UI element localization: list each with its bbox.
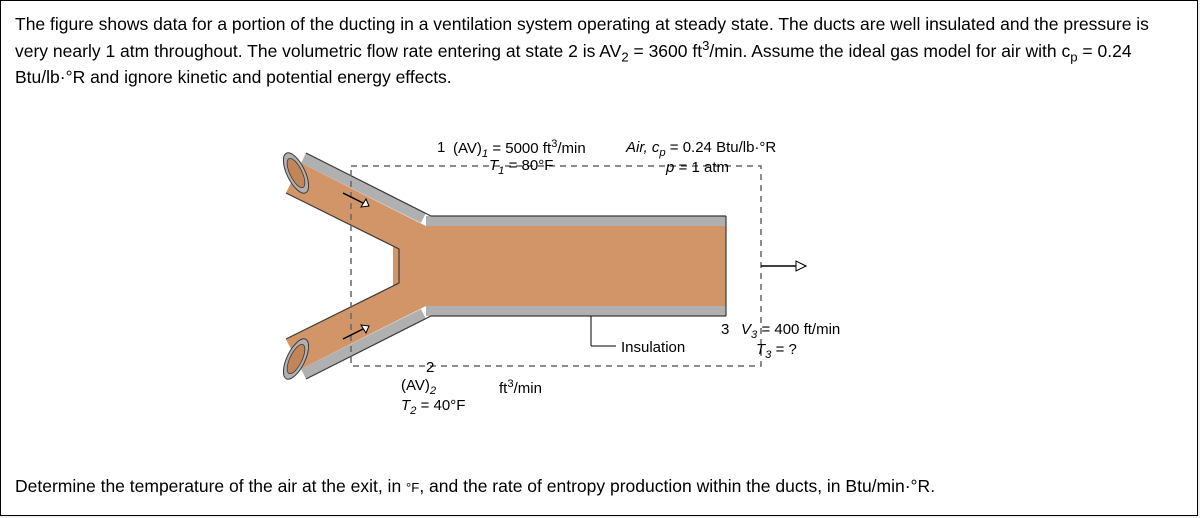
state2-unit-min: /min [514, 380, 542, 397]
state1-av-unit: /min [557, 140, 585, 157]
air-text: Air, c [626, 139, 659, 156]
problem-text-2: = 3600 ft [629, 40, 702, 60]
state1-temp: T1 = 80°F [489, 157, 553, 178]
q-text-c: , and the rate of entropy production wit… [419, 476, 935, 496]
q-text-b: °F [406, 480, 419, 495]
sub-p: p [1070, 49, 1077, 64]
pressure: p = 1 atm [666, 159, 729, 178]
state2-av-sub: 2 [430, 385, 436, 397]
state2-number: 2 [426, 359, 434, 378]
state3-T: T [756, 341, 765, 358]
problem-statement: The figure shows data for a portion of t… [1, 1, 1197, 95]
state1-number: 1 [437, 139, 445, 158]
sub-2: 2 [621, 49, 628, 64]
question-text: Determine the temperature of the air at … [15, 476, 935, 497]
air-props: Air, cp = 0.24 Btu/lb·°R [626, 139, 776, 160]
insulation-label: Insulation [621, 339, 685, 358]
state3-V-val: = 400 ft/min [757, 321, 840, 338]
state1-T-val: = 80°F [504, 157, 553, 174]
state3-T-val: = ? [771, 341, 796, 358]
state2-T: T [401, 397, 410, 414]
state1-av-val: = 5000 ft [488, 140, 551, 157]
air-val: = 0.24 Btu/lb·°R [666, 139, 777, 156]
state3-temp: T3 = ? [756, 341, 797, 362]
state3-velocity: V3 = 400 ft/min [741, 321, 840, 342]
state2-av-sym: (AV) [401, 377, 430, 394]
q-text-a: Determine the temperature of the air at … [15, 476, 406, 496]
duct-figure: 1 (AV)1 = 5000 ft3/min T1 = 80°F Air, cp… [281, 121, 921, 421]
problem-text-3: /min. Assume the ideal gas model for air… [709, 40, 1070, 60]
state2-temp: T2 = 40°F [401, 397, 465, 418]
state1-T: T [489, 157, 498, 174]
p-val: = 1 atm [674, 159, 729, 176]
state2-unit: ft3/min [499, 377, 542, 399]
state2-av: (AV)2 [401, 377, 436, 398]
state2-T-val: = 40°F [416, 397, 465, 414]
state1-av-sym: (AV) [453, 140, 482, 157]
state3-V: V [741, 321, 751, 338]
state3-number: 3 [721, 321, 729, 340]
